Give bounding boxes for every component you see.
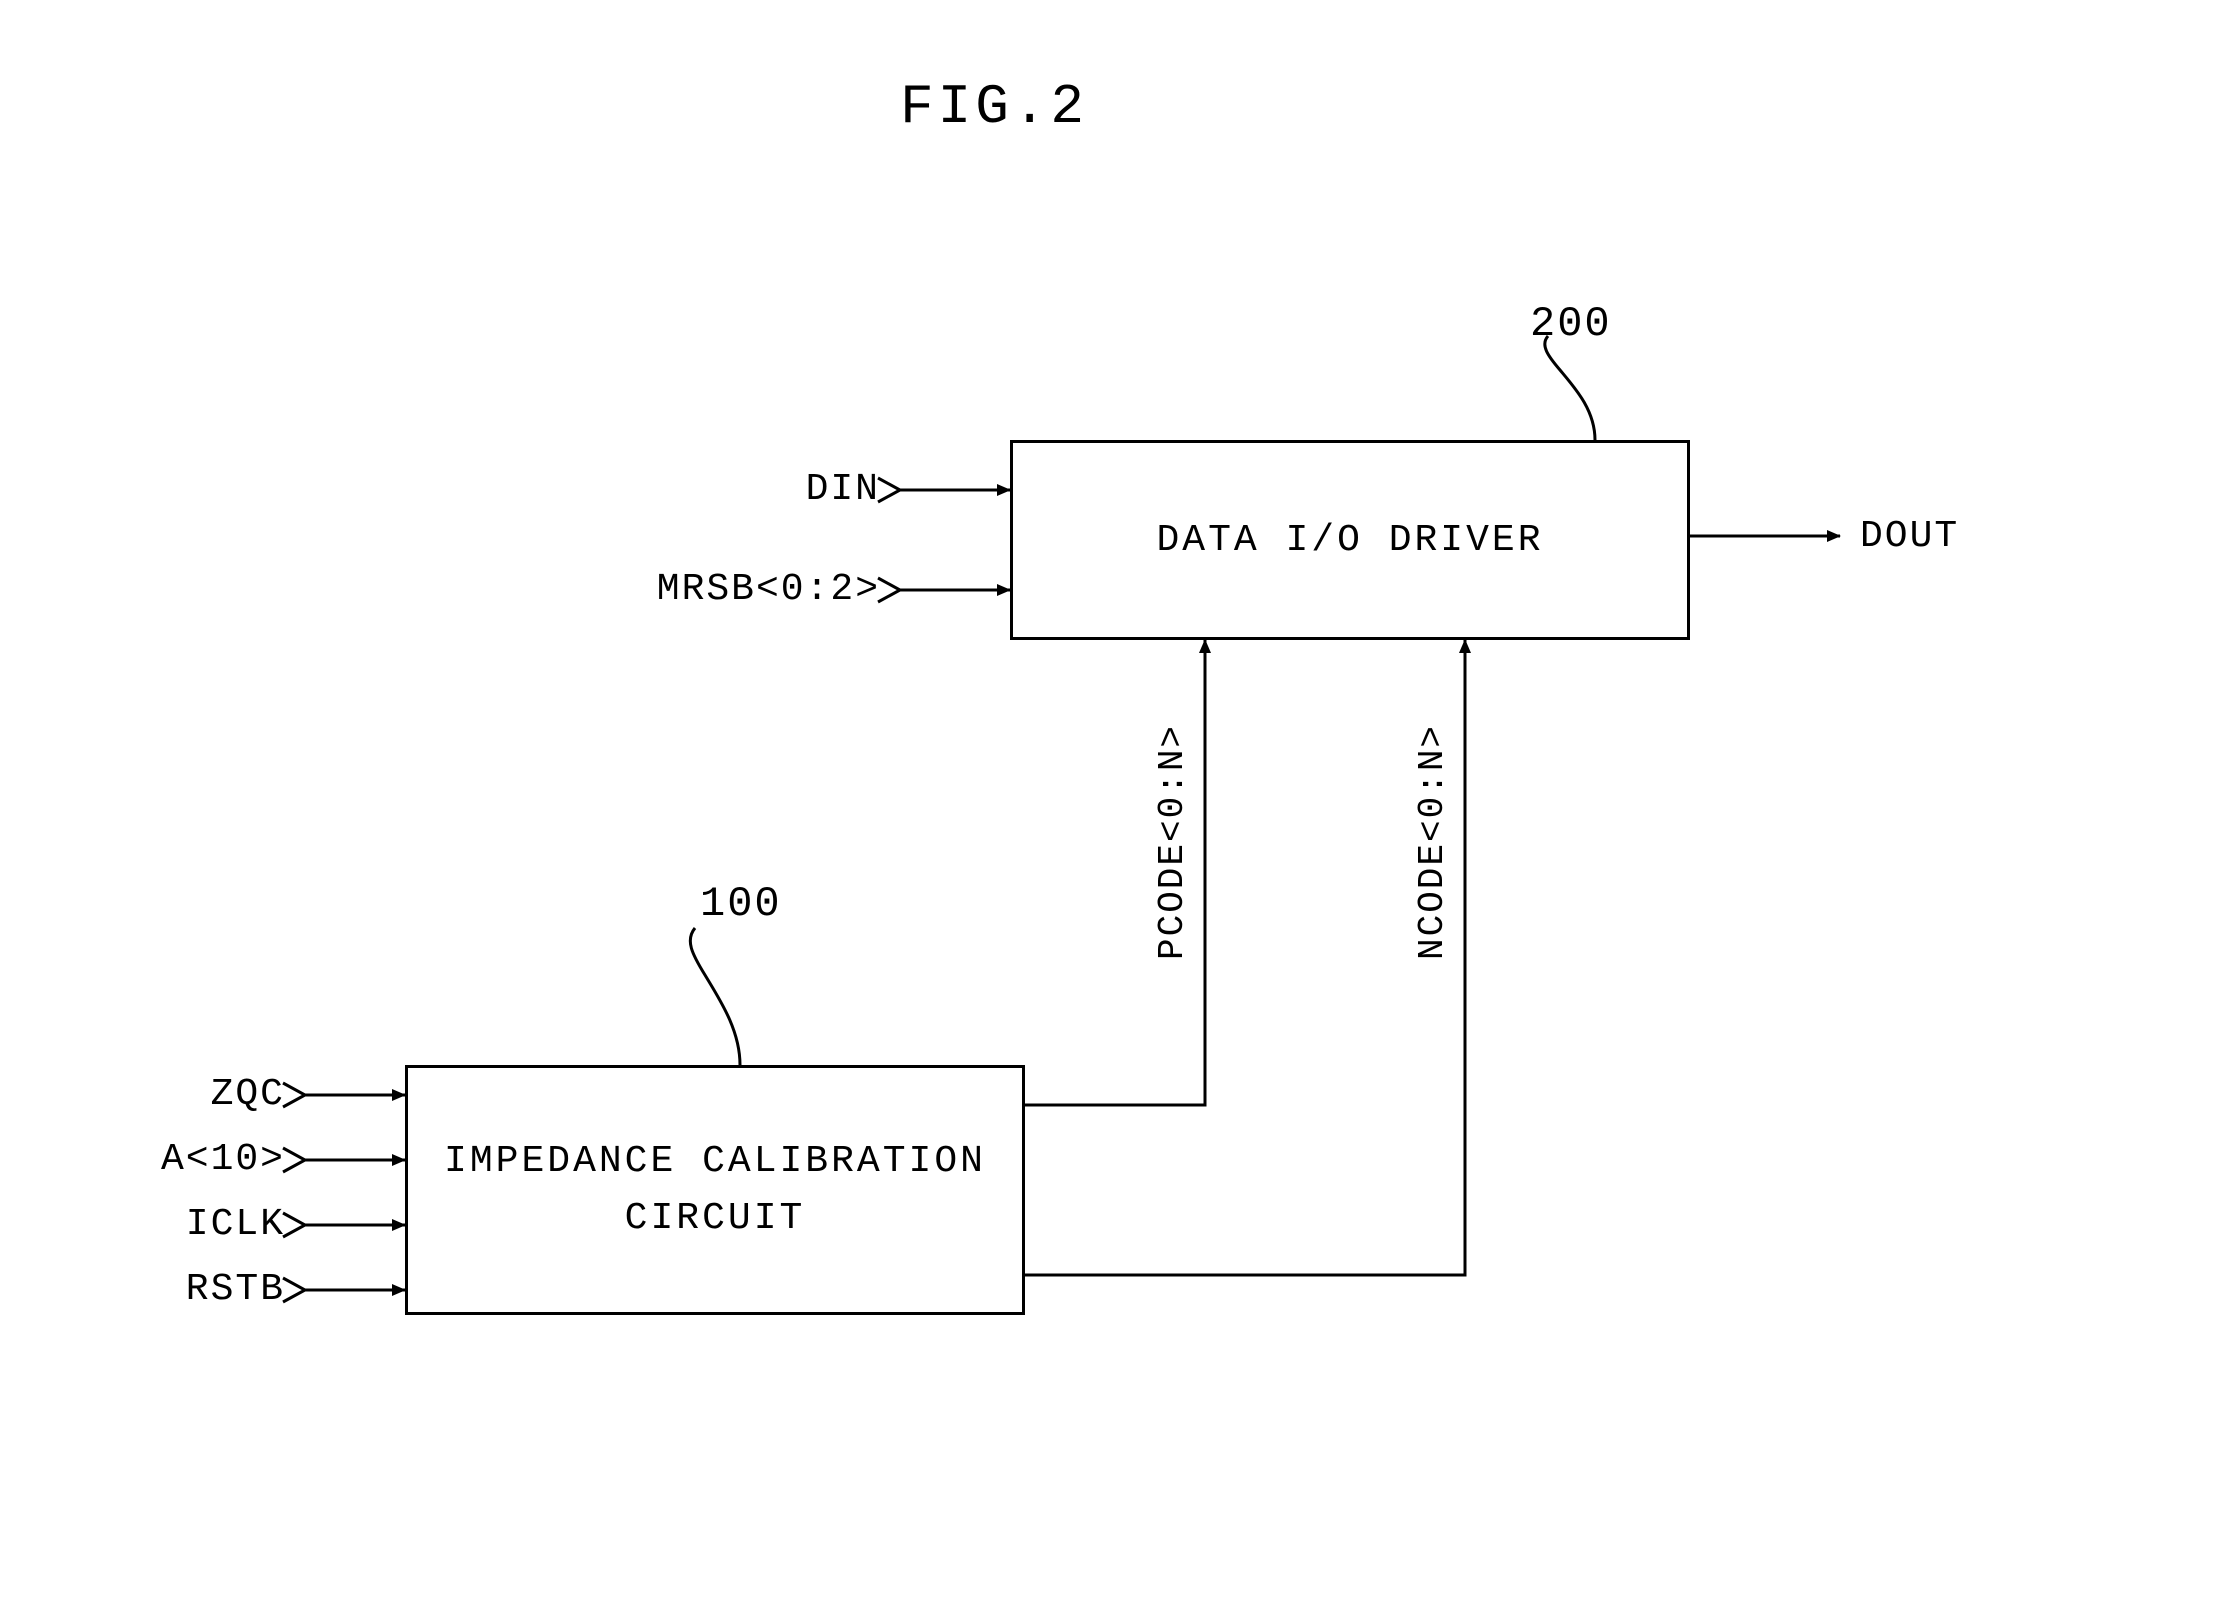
signal-din: DIN bbox=[620, 468, 880, 511]
ref-200: 200 bbox=[1530, 300, 1612, 348]
impedance-calibration-label: IMPEDANCE CALIBRATION CIRCUIT bbox=[444, 1133, 986, 1247]
signal-mrsb: MRSB<0:2> bbox=[620, 568, 880, 611]
figure-title: FIG.2 bbox=[900, 75, 1088, 139]
data-io-driver-block: DATA I/O DRIVER bbox=[1010, 440, 1690, 640]
diagram-wires bbox=[0, 0, 2240, 1606]
signal-zqc: ZQC bbox=[85, 1073, 285, 1116]
signal-rstb: RSTB bbox=[85, 1268, 285, 1311]
data-io-driver-label: DATA I/O DRIVER bbox=[1156, 512, 1543, 569]
signal-iclk: ICLK bbox=[85, 1203, 285, 1246]
signal-dout: DOUT bbox=[1860, 515, 1959, 558]
signal-pcode: PCODE<0:N> bbox=[1152, 670, 1193, 960]
impedance-calibration-block: IMPEDANCE CALIBRATION CIRCUIT bbox=[405, 1065, 1025, 1315]
signal-a10: A<10> bbox=[85, 1138, 285, 1181]
signal-ncode: NCODE<0:N> bbox=[1412, 670, 1453, 960]
ref-100: 100 bbox=[700, 880, 782, 928]
